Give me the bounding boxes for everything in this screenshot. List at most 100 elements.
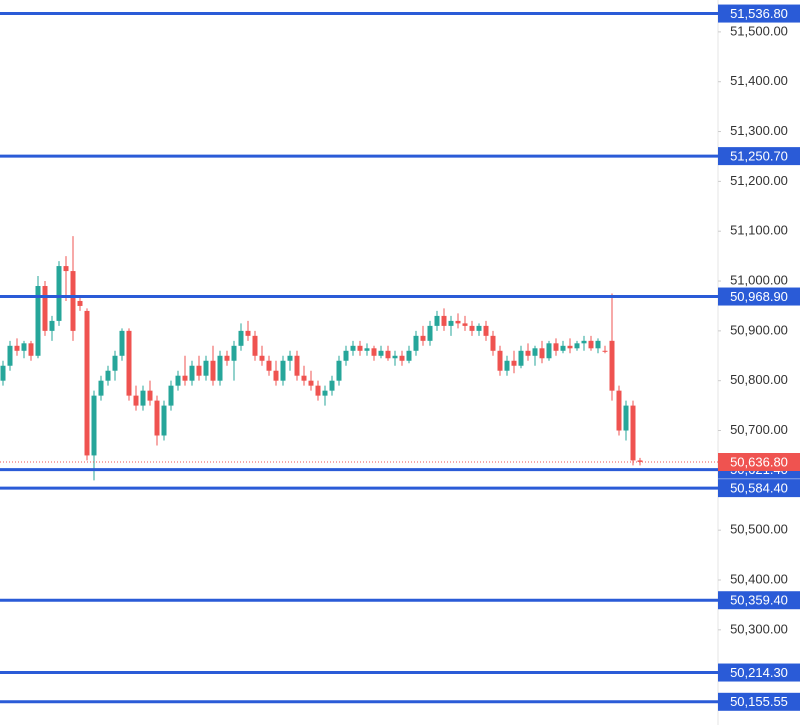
candle-body (308, 380, 314, 386)
candles (0, 236, 643, 481)
level-label: 51,250.70 (730, 149, 788, 164)
candle-body (630, 405, 636, 461)
y-tick-label: 50,800.00 (730, 372, 788, 387)
level-label-box (718, 591, 800, 610)
candle-body (294, 355, 300, 376)
candle-body (609, 340, 615, 391)
level-label-box (718, 663, 800, 682)
candle-body (476, 325, 482, 331)
level-label-box (718, 147, 800, 166)
y-tick-label: 50,700.00 (730, 422, 788, 437)
candle-body (245, 330, 251, 336)
candle-body (336, 360, 342, 381)
level-label: 51,536.80 (730, 6, 788, 21)
y-tick-label: 50,400.00 (730, 571, 788, 586)
candle-body (553, 343, 559, 351)
candle-body (182, 375, 188, 381)
level-label-box (718, 692, 800, 711)
y-tick-label: 51,000.00 (730, 272, 788, 287)
candle-body (595, 340, 601, 349)
candle-body (301, 375, 307, 381)
candle-body (546, 343, 552, 359)
candle-body (357, 345, 363, 351)
candle-body (126, 330, 132, 396)
candle-body (322, 390, 328, 396)
candle-body (161, 405, 167, 436)
candle-body (217, 355, 223, 381)
candle-body (497, 350, 503, 371)
level-label: 50,359.40 (730, 593, 788, 608)
candle-body (574, 343, 580, 349)
candle-body (252, 335, 258, 356)
candle-body (483, 325, 489, 336)
candle-body (119, 330, 125, 356)
candle-body (280, 360, 286, 381)
candle-body (175, 375, 181, 386)
candle-body (0, 365, 6, 381)
y-tick-label: 51,300.00 (730, 123, 788, 138)
candle-body (21, 343, 27, 351)
candle-body (196, 365, 202, 376)
y-tick-label: 51,400.00 (730, 73, 788, 88)
candle-body (84, 310, 90, 456)
level-label: 50,214.30 (730, 665, 788, 680)
candle-body (637, 460, 643, 462)
candle-body (224, 355, 230, 361)
candle-body (77, 300, 83, 306)
candle-body (329, 380, 335, 391)
candle-body (399, 355, 405, 361)
candle-body (70, 271, 76, 331)
candle-body (434, 315, 440, 326)
y-tick-label: 51,500.00 (730, 23, 788, 38)
candle-body (189, 365, 195, 381)
candle-body (511, 360, 517, 366)
candle-body (133, 395, 139, 406)
candle-body (238, 330, 244, 346)
candle-body (490, 335, 496, 351)
candle-body (616, 390, 622, 431)
candle-body (441, 315, 447, 326)
candle-body (588, 340, 594, 349)
candle-body (567, 345, 573, 349)
candle-body (105, 370, 111, 381)
candle-body (602, 350, 608, 352)
candle-body (7, 345, 13, 366)
level-label-box (718, 4, 800, 23)
y-tick-label: 51,200.00 (730, 173, 788, 188)
candle-body (525, 350, 531, 356)
candle-body (14, 345, 20, 351)
level-label-box (718, 287, 800, 306)
candle-body (560, 345, 566, 351)
y-tick-label: 50,900.00 (730, 322, 788, 337)
candle-body (91, 395, 97, 456)
candle-body (364, 348, 370, 351)
candle-body (203, 360, 209, 376)
candle-body (147, 390, 153, 401)
y-tick-label: 51,100.00 (730, 223, 788, 238)
candle-body (273, 370, 279, 381)
candle-body (469, 325, 475, 331)
current-price-label: 50,636.80 (730, 454, 788, 469)
candle-body (378, 350, 384, 356)
current-price-box (718, 453, 800, 472)
candle-body (518, 350, 524, 366)
candle-body (35, 286, 41, 356)
candle-body (210, 360, 216, 381)
level-label: 50,968.90 (730, 289, 788, 304)
candle-body (392, 355, 398, 359)
candle-body (420, 335, 426, 341)
level-label-box (718, 479, 800, 498)
candle-body (385, 350, 391, 359)
candle-body (371, 348, 377, 356)
level-label: 50,584.40 (730, 481, 788, 496)
y-tick-label: 50,500.00 (730, 522, 788, 537)
candle-body (413, 335, 419, 351)
candle-body (63, 266, 69, 272)
candle-body (427, 325, 433, 341)
candle-body (168, 385, 174, 406)
candle-body (406, 350, 412, 361)
candle-body (287, 355, 293, 361)
candle-body (462, 323, 468, 326)
